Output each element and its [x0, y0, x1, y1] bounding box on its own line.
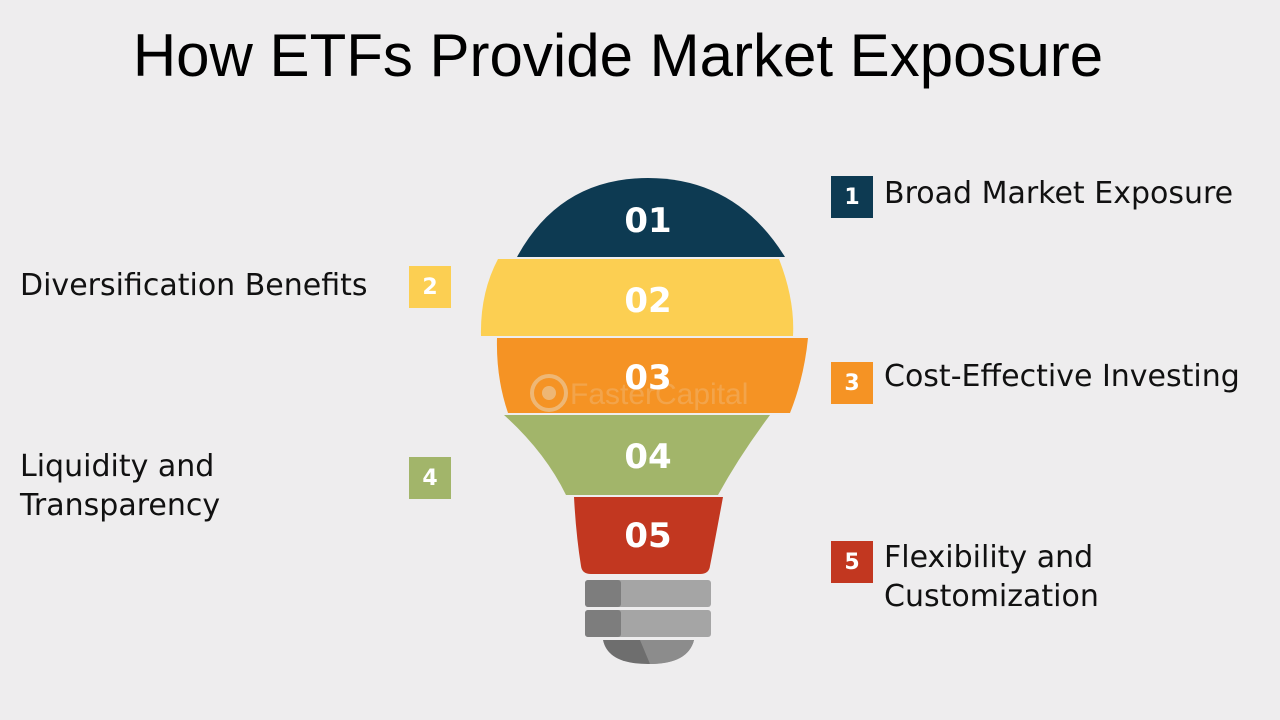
badge-2: 2 [409, 266, 451, 308]
item-label-5-line-2: Customization [884, 579, 1099, 614]
item-label-4-line-1: Liquidity and [20, 449, 215, 484]
page-title: How ETFs Provide Market Exposure [132, 22, 1104, 89]
watermark-text: FasterCapital [570, 378, 748, 411]
segment-number-03: 03 [624, 358, 671, 398]
bulb-base [585, 580, 711, 664]
item-label-4: Liquidity and Transparency [20, 447, 220, 525]
segment-number-02: 02 [624, 281, 671, 321]
bulb-segment-05 [574, 497, 723, 574]
badge-3: 3 [831, 362, 873, 404]
item-label-2-line-1: Diversification Benefits [20, 268, 368, 303]
item-label-1-line-1: Broad Market Exposure [884, 176, 1234, 211]
item-label-5-line-1: Flexibility and [884, 540, 1094, 575]
segment-number-05: 05 [624, 516, 671, 556]
item-label-3: Cost-Effective Investing [884, 357, 1240, 396]
item-label-2: Diversification Benefits [20, 266, 368, 305]
item-label-3-line-1: Cost-Effective Investing [884, 359, 1240, 394]
segment-number-04: 04 [624, 437, 671, 477]
item-label-4-line-2: Transparency [20, 488, 221, 523]
badge-5: 5 [831, 541, 873, 583]
bulb-segment-01 [517, 178, 785, 257]
item-label-5: Flexibility and Customization [884, 538, 1099, 616]
bulb-segment-02 [480, 259, 794, 336]
segment-number-01: 01 [624, 201, 671, 241]
bulb-segment-04 [504, 415, 770, 495]
watermark-logo: FasterCapital [530, 374, 748, 412]
item-label-1: Broad Market Exposure [884, 174, 1233, 213]
badge-4: 4 [409, 457, 451, 499]
bulb-segment-03 [496, 338, 808, 413]
badge-1: 1 [831, 176, 873, 218]
